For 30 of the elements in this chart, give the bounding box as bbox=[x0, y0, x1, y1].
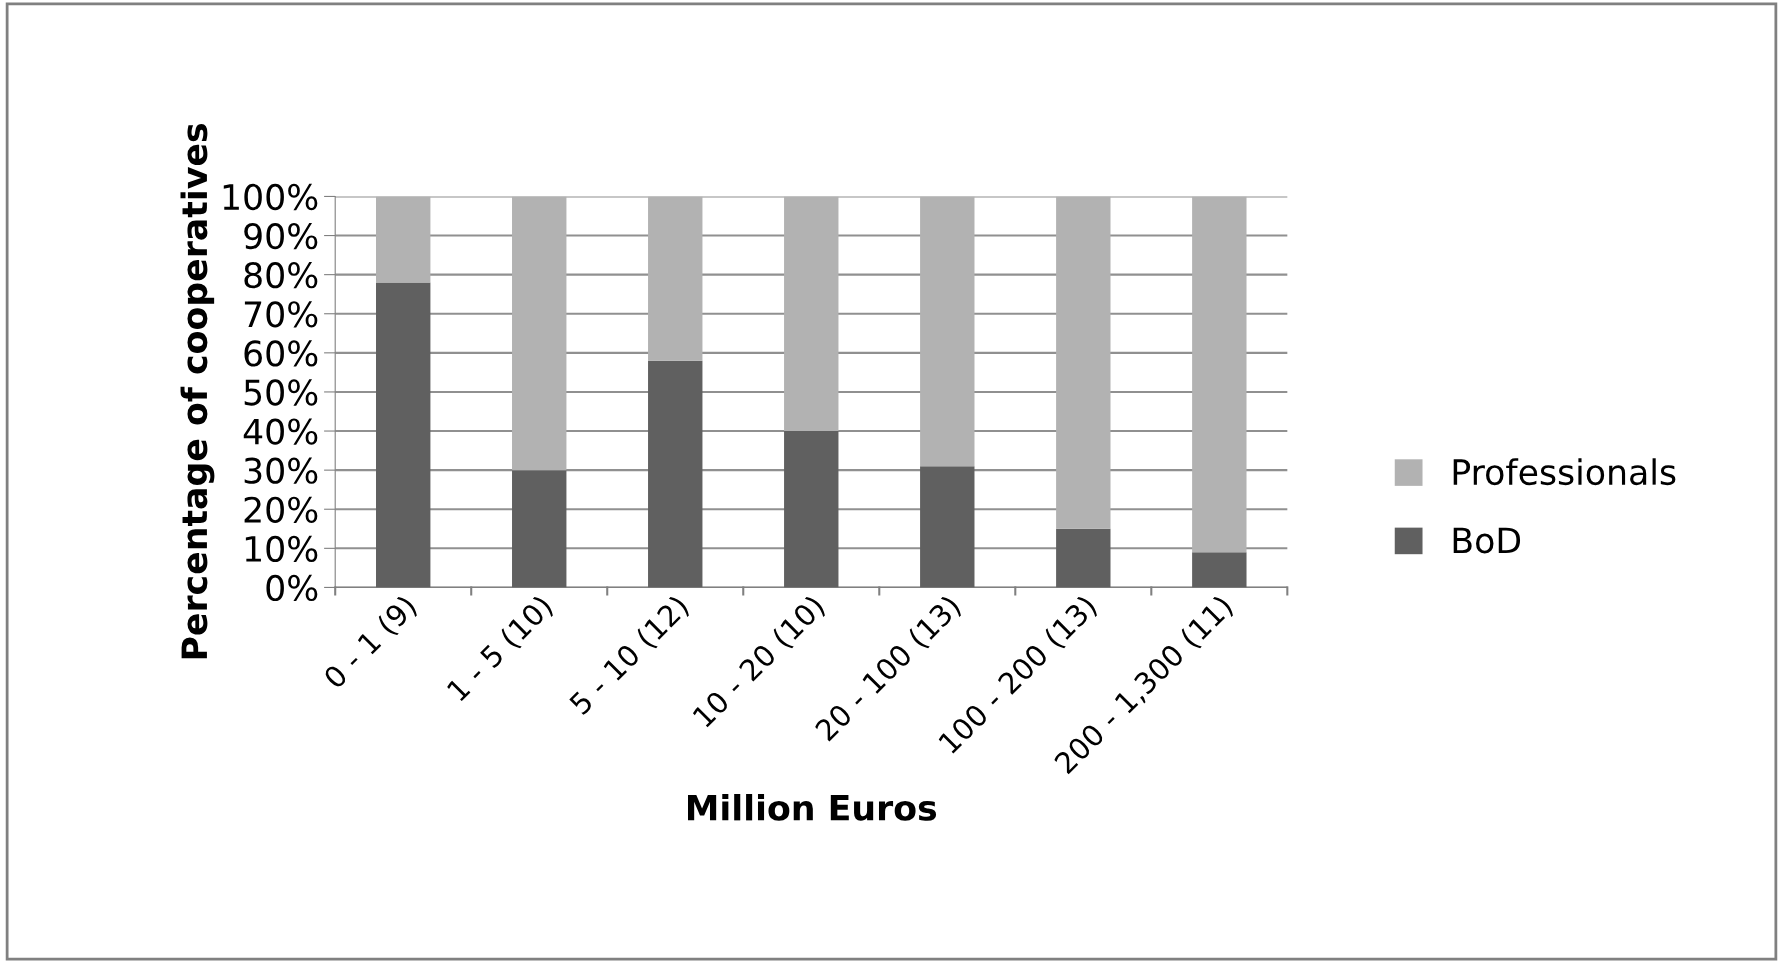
y-tick-label: 20% bbox=[244, 496, 318, 523]
bar bbox=[784, 431, 839, 588]
y-tick-label: 90% bbox=[244, 222, 318, 250]
bar bbox=[784, 196, 839, 432]
bar bbox=[920, 196, 975, 467]
x-tick-label: 0 - 1 (9) bbox=[322, 594, 420, 692]
y-tick-label: 30% bbox=[244, 457, 318, 484]
legend-label: Professionals bbox=[1453, 458, 1676, 486]
x-axis-title: Million Euros bbox=[688, 793, 937, 821]
y-tick-label: 100% bbox=[223, 183, 318, 211]
bar bbox=[1192, 196, 1247, 553]
bar bbox=[512, 470, 567, 588]
y-tick-label: 40% bbox=[243, 418, 318, 445]
bar bbox=[512, 196, 567, 471]
bar bbox=[1056, 196, 1111, 529]
bar bbox=[648, 196, 703, 361]
bar bbox=[920, 466, 975, 588]
bar bbox=[1192, 552, 1247, 588]
y-tick-label: 70% bbox=[244, 301, 318, 328]
y-tick-label: 0% bbox=[266, 574, 318, 602]
y-axis-title: Percentage of cooperatives bbox=[180, 124, 215, 659]
bar bbox=[376, 282, 431, 588]
bar bbox=[648, 360, 703, 588]
y-tick-label: 50% bbox=[244, 379, 318, 406]
y-tick-label: 60% bbox=[244, 340, 318, 367]
bar bbox=[376, 196, 431, 283]
y-tick-label: 80% bbox=[244, 262, 318, 289]
legend-label: BoD bbox=[1453, 527, 1521, 554]
y-tick-label: 10% bbox=[245, 535, 318, 563]
bar bbox=[1056, 528, 1111, 588]
